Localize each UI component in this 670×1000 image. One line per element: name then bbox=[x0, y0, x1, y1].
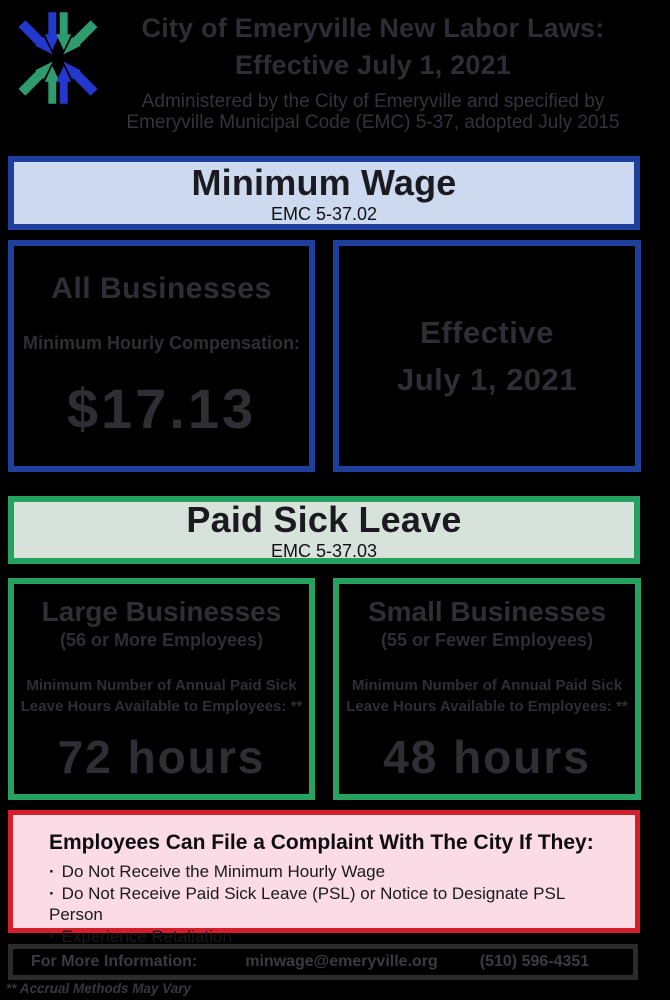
complaint-bullet-text: Do Not Receive Paid Sick Leave (PSL) or … bbox=[49, 883, 565, 925]
small-psl-hours: 48 hours bbox=[383, 731, 591, 783]
large-psl-hours: 72 hours bbox=[57, 731, 266, 783]
small-businesses-subtitle: (55 or Fewer Employees) bbox=[380, 630, 594, 650]
paid-sick-leave-code: EMC 5-37.03 bbox=[270, 541, 378, 561]
complaint-bullet: · Do Not Receive Paid Sick Leave (PSL) or… bbox=[49, 883, 617, 926]
small-psl-label-line2: Leave Hours Available to Employees: ** bbox=[346, 698, 628, 715]
complaint-box: Employees Can File a Complaint With The … bbox=[8, 810, 640, 946]
large-businesses-subtitle: (56 or More Employees) bbox=[59, 630, 264, 650]
bullet-dot-icon: · bbox=[49, 862, 55, 881]
small-businesses-box: Small Businesses (55 or Fewer Employees)… bbox=[333, 578, 641, 800]
poster-title-line1: City of Emeryville New Labor Laws: bbox=[141, 13, 605, 43]
accrual-note: ** Accrual Methods May Vary bbox=[6, 981, 192, 996]
large-psl-label-line2: Leave Hours Available to Employees: ** bbox=[20, 698, 303, 715]
complaint-bullet-text: Do Not Receive the Minimum Hourly Wage bbox=[61, 862, 386, 881]
complaint-bullet: · Experience Retaliation bbox=[49, 926, 617, 948]
poster-subtitle-line2: Emeryville Municipal Code (EMC) 5-37, ad… bbox=[126, 112, 620, 133]
min-hourly-compensation-label: Minimum Hourly Compensation: bbox=[22, 333, 300, 353]
poster-subtitle-line1: Administered by the City of Emeryville a… bbox=[141, 91, 605, 112]
effective-date-box: Effective July 1, 2021 bbox=[333, 240, 641, 472]
contact-phone: (510) 596-4351 bbox=[479, 953, 590, 970]
effective-line2: July 1, 2021 bbox=[396, 362, 578, 397]
complaint-bullet: · Do Not Receive the Minimum Hourly Wage bbox=[49, 861, 617, 883]
minimum-wage-title: Minimum Wage bbox=[191, 162, 457, 203]
complaint-bullet-list: · Do Not Receive the Minimum Hourly Wage ·… bbox=[49, 861, 617, 947]
small-psl-label-line1: Minimum Number of Annual Paid Sick bbox=[351, 677, 623, 694]
small-businesses-title: Small Businesses bbox=[367, 596, 607, 627]
contact-email: minwage@emeryville.org bbox=[245, 953, 438, 970]
contact-label: For More Information: bbox=[31, 953, 198, 970]
poster-title-line2: Effective July 1, 2021 bbox=[234, 50, 512, 80]
paid-sick-leave-title: Paid Sick Leave bbox=[186, 499, 462, 540]
complaint-bullet-text: Experience Retaliation bbox=[61, 926, 232, 946]
effective-line1: Effective bbox=[420, 315, 554, 350]
minimum-wage-code: EMC 5-37.02 bbox=[270, 204, 378, 224]
bullet-dot-icon: · bbox=[49, 883, 55, 903]
header: City of Emeryville New Labor Laws: Effec… bbox=[92, 10, 654, 133]
large-psl-label-line1: Minimum Number of Annual Paid Sick bbox=[26, 677, 297, 694]
contact-info-box: For More Information: minwage@emeryville… bbox=[8, 944, 638, 980]
all-businesses-box: All Businesses Minimum Hourly Compensati… bbox=[8, 240, 315, 472]
min-wage-amount: $17.13 bbox=[66, 377, 257, 440]
all-businesses-title: All Businesses bbox=[51, 272, 272, 305]
large-businesses-box: Large Businesses (56 or More Employees) … bbox=[8, 578, 315, 800]
complaint-title: Employees Can File a Complaint With The … bbox=[49, 831, 594, 854]
paid-sick-leave-section-header: Paid Sick Leave EMC 5-37.03 bbox=[8, 496, 640, 564]
emeryville-logo-icon bbox=[18, 12, 98, 104]
bullet-dot-icon: · bbox=[49, 926, 55, 946]
minimum-wage-section-header: Minimum Wage EMC 5-37.02 bbox=[8, 156, 640, 230]
large-businesses-title: Large Businesses bbox=[41, 596, 282, 627]
